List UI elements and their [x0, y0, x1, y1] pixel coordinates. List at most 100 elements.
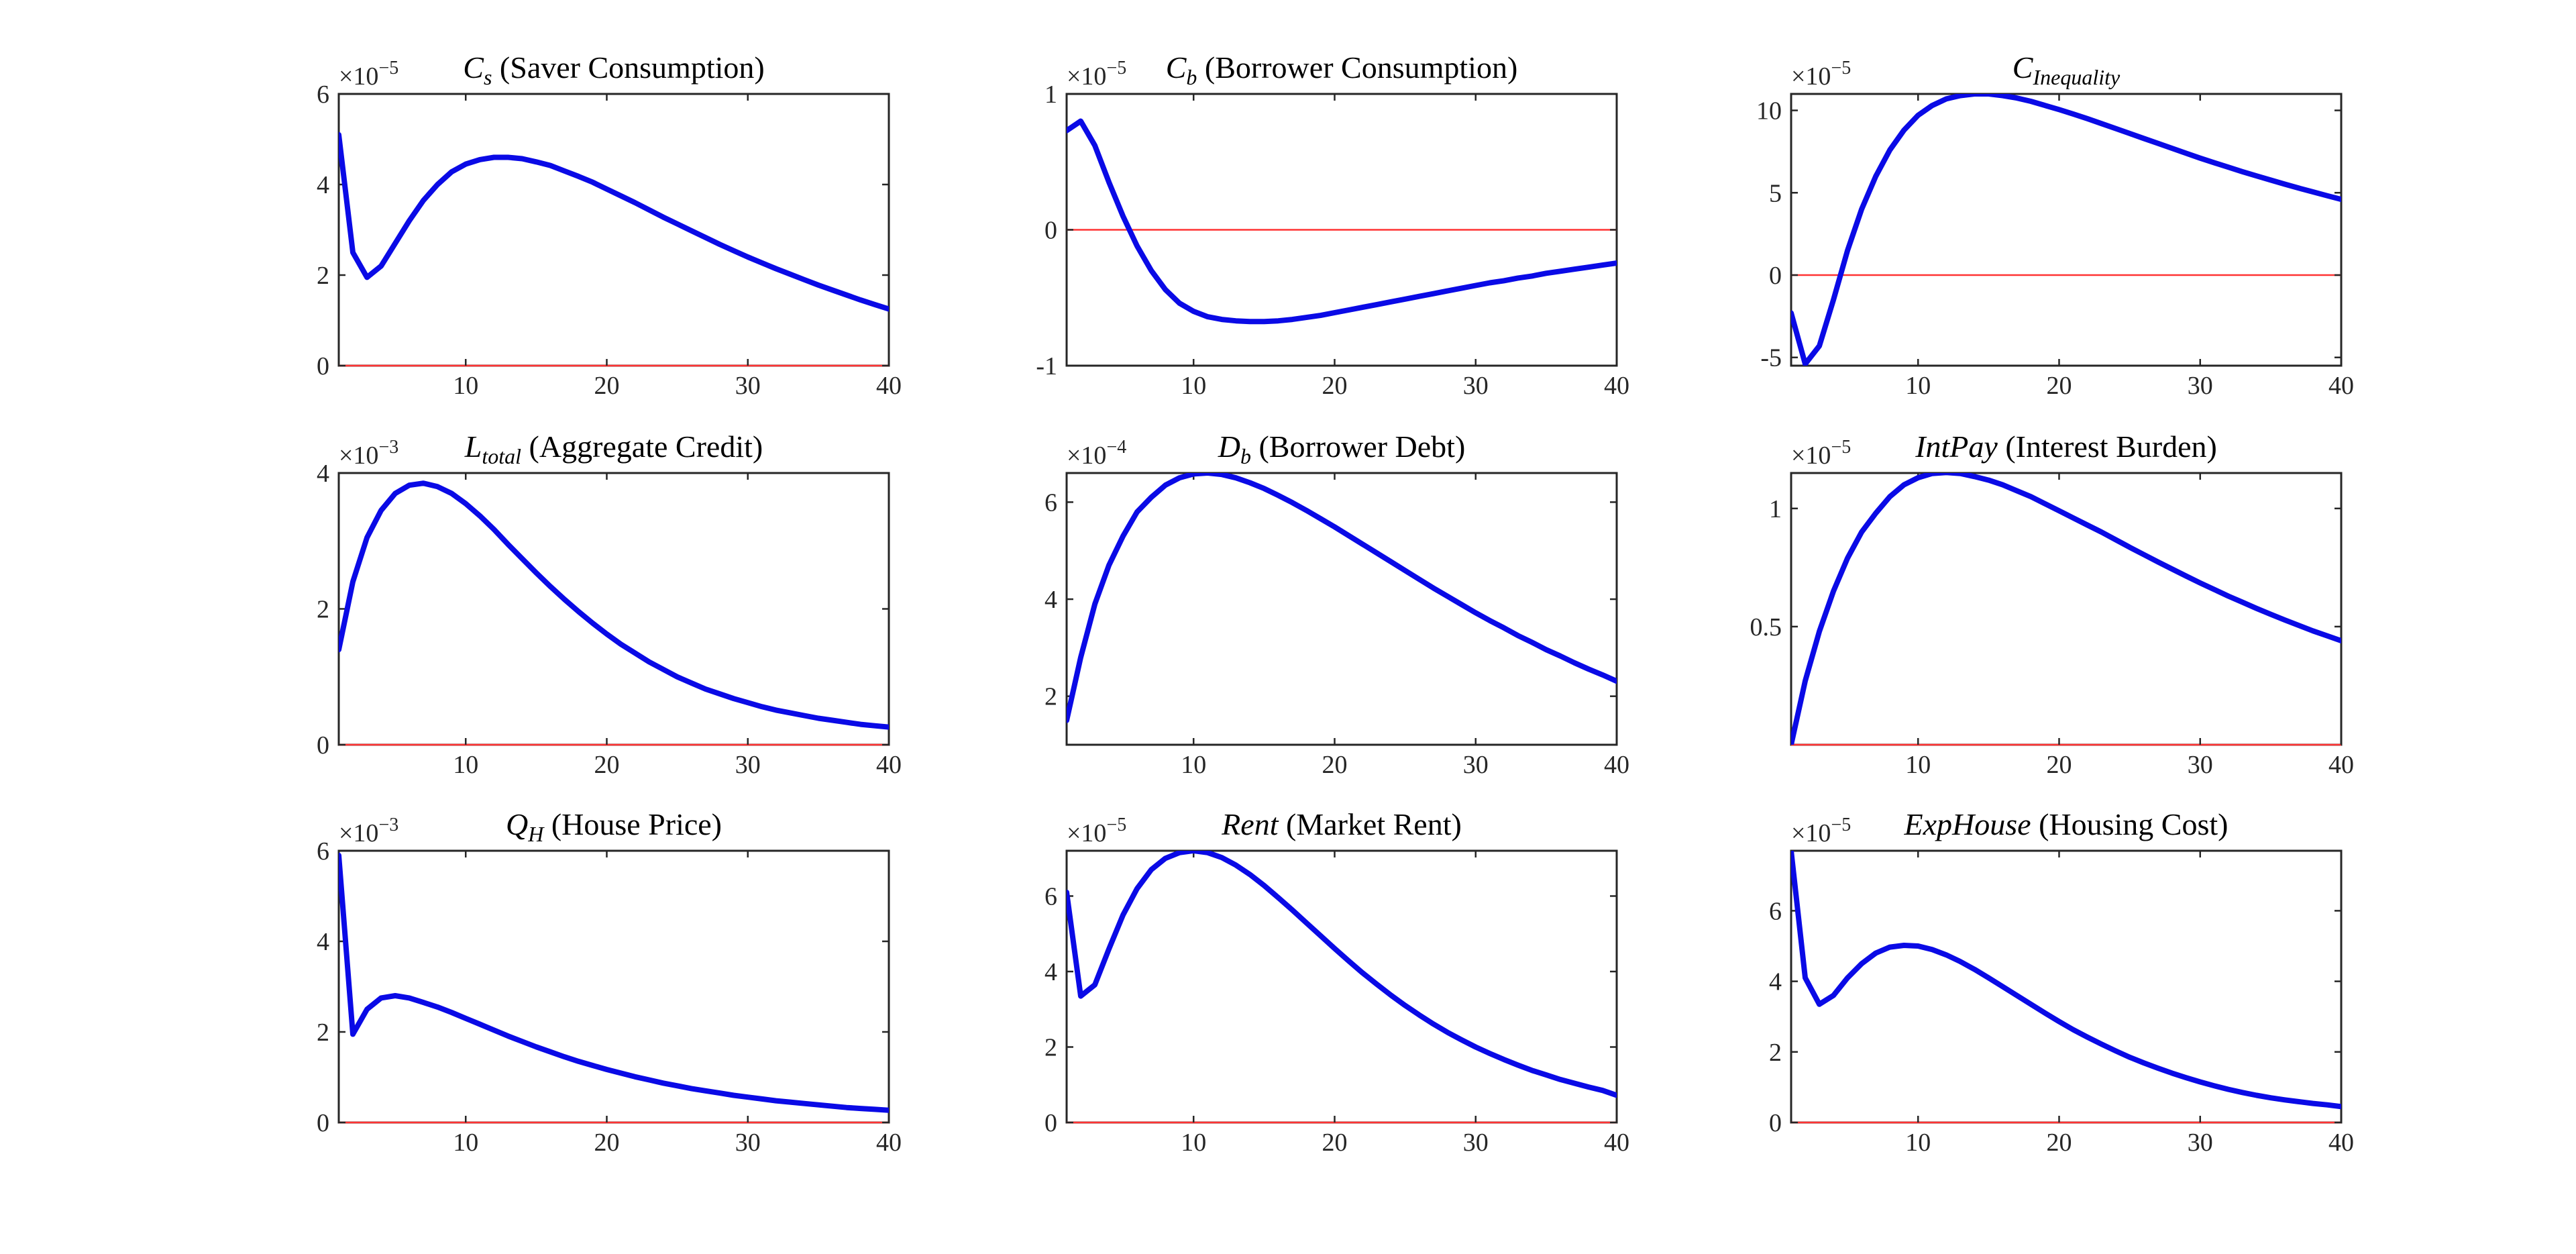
y-tick-label: 4	[1044, 586, 1057, 614]
subplot-5: 10 20 30 40 2 4 6 ×10−4 Db (Borrower Debt)	[1044, 429, 1629, 779]
y-tick-label: 0	[317, 731, 329, 760]
x-tick-label: 40	[2328, 751, 2354, 779]
y-tick-label: 10	[1756, 97, 1782, 125]
y-tick-label: 2	[1769, 1039, 1782, 1067]
x-tick-label: 30	[2188, 372, 2213, 400]
series-line	[1791, 94, 2341, 366]
x-tick-label: 20	[2046, 372, 2072, 400]
y-tick-label: 6	[1044, 488, 1057, 517]
subplot-8: 10 20 30 40 0 2 4 6 ×10−5 Rent (Market Rent)	[1044, 807, 1629, 1157]
axes-frame	[337, 472, 890, 746]
y-tick-label: 0	[1044, 1109, 1057, 1137]
subplot-title: QH (House Price)	[506, 807, 722, 846]
x-tick-label: 30	[1463, 751, 1489, 779]
y-tick-label: -1	[1036, 352, 1057, 380]
y-tick-label: 4	[1044, 958, 1057, 986]
x-tick-label: 10	[1905, 1129, 1931, 1157]
axes-frame	[337, 849, 890, 1124]
y-tick-label: 4	[317, 928, 329, 956]
x-tick-label: 20	[594, 372, 619, 400]
x-tick-label: 10	[1905, 751, 1931, 779]
x-tick-label: 30	[1463, 1129, 1489, 1157]
subplot-2: 10 20 30 40 -1 0 1 ×10−5 Cb (Borrower Consumptio…	[1036, 50, 1629, 400]
x-tick-label: 20	[594, 751, 619, 779]
x-tick-label: 40	[876, 751, 902, 779]
subplot-1: 10 20 30 40 0 2 4 6 ×10−5 Cs (Saver Consumption)	[317, 50, 902, 400]
y-tick-label: 4	[317, 171, 329, 199]
x-tick-label: 10	[453, 1129, 478, 1157]
x-tick-label: 10	[1181, 1129, 1206, 1157]
y-tick-label: -5	[1760, 344, 1782, 372]
y-tick-label: 2	[1044, 1034, 1057, 1062]
x-tick-label: 20	[2046, 1129, 2072, 1157]
exponent-label: ×10−3	[339, 437, 398, 470]
y-tick-label: 0.5	[1750, 613, 1782, 641]
x-tick-label: 40	[1604, 1129, 1629, 1157]
x-tick-label: 40	[2328, 372, 2354, 400]
y-tick-label: 2	[317, 262, 329, 290]
x-tick-label: 30	[735, 372, 761, 400]
y-tick-label: 2	[317, 596, 329, 624]
x-tick-label: 20	[1322, 372, 1347, 400]
exponent-label: ×10−3	[339, 815, 398, 847]
subplot-9: 10 20 30 40 0 2 4 6 ×10−5 ExpHouse (Housing Cost)	[1769, 807, 2354, 1157]
subplot-7: 10 20 30 40 0 2 4 6 ×10−3 QH (House Price)	[317, 807, 902, 1157]
subplot-6: 10 20 30 40 0.5 1 ×10−5 IntPay (Interest Burden…	[1750, 429, 2355, 779]
subplot-4: 10 20 30 40 0 2 4 ×10−3 Ltotal (Aggregate Credit…	[317, 429, 902, 779]
exponent-label: ×10−4	[1067, 437, 1126, 470]
series-line	[1791, 851, 2341, 1110]
x-tick-label: 40	[2328, 1129, 2354, 1157]
x-tick-label: 40	[1604, 751, 1629, 779]
exponent-label: ×10−5	[1791, 815, 1851, 847]
exponent-label: ×10−5	[339, 58, 398, 91]
series-line	[1067, 118, 1617, 325]
x-tick-label: 30	[2188, 751, 2213, 779]
axes-frame	[1790, 849, 2343, 1124]
x-tick-label: 40	[1604, 372, 1629, 400]
y-tick-label: 6	[317, 81, 329, 109]
x-tick-label: 10	[453, 751, 478, 779]
exponent-label: ×10−5	[1067, 58, 1126, 91]
x-tick-label: 40	[876, 372, 902, 400]
x-tick-label: 10	[1905, 372, 1931, 400]
subplot-title: Cs (Saver Consumption)	[463, 50, 764, 89]
subplot-3: 10 20 30 40 -5 0 5 10 ×10−5 CInequality	[1756, 50, 2354, 400]
x-tick-label: 10	[453, 372, 478, 400]
x-tick-label: 20	[2046, 751, 2072, 779]
subplot-title: Rent (Market Rent)	[1221, 807, 1462, 841]
y-tick-label: 0	[1044, 217, 1057, 245]
x-tick-label: 10	[1181, 372, 1206, 400]
y-tick-label: 1	[1044, 81, 1057, 109]
x-tick-label: 10	[1181, 751, 1206, 779]
y-tick-label: 2	[1044, 683, 1057, 711]
x-tick-label: 40	[876, 1129, 902, 1157]
subplot-title: CInequality	[2012, 50, 2121, 89]
x-tick-label: 30	[1463, 372, 1489, 400]
y-tick-label: 4	[1769, 968, 1782, 996]
y-tick-label: 6	[317, 837, 329, 866]
x-tick-label: 20	[1322, 1129, 1347, 1157]
subplot-title: Cb (Borrower Consumption)	[1166, 50, 1518, 89]
y-tick-label: 6	[1044, 883, 1057, 911]
y-tick-label: 0	[1769, 262, 1782, 290]
x-tick-label: 20	[594, 1129, 619, 1157]
axes-frame	[1790, 472, 2343, 746]
exponent-label: ×10−5	[1791, 437, 1851, 470]
exponent-label: ×10−5	[1067, 815, 1126, 847]
axes-frame	[337, 93, 890, 367]
y-tick-label: 6	[1769, 897, 1782, 925]
y-tick-label: 2	[317, 1018, 329, 1047]
x-tick-label: 30	[2188, 1129, 2213, 1157]
subplot-title: IntPay (Interest Burden)	[1915, 429, 2217, 464]
y-tick-label: 0	[317, 1109, 329, 1137]
series-line	[1791, 473, 2341, 745]
series-line	[339, 852, 889, 1113]
x-tick-label: 20	[1322, 751, 1347, 779]
subplot-title: Db (Borrower Debt)	[1218, 429, 1466, 468]
y-tick-label: 1	[1769, 495, 1782, 523]
x-tick-label: 30	[735, 751, 761, 779]
subplot-title: ExpHouse (Housing Cost)	[1904, 807, 2229, 841]
axes-frame	[1065, 472, 1618, 746]
y-tick-label: 0	[317, 352, 329, 380]
y-tick-label: 0	[1769, 1109, 1782, 1137]
